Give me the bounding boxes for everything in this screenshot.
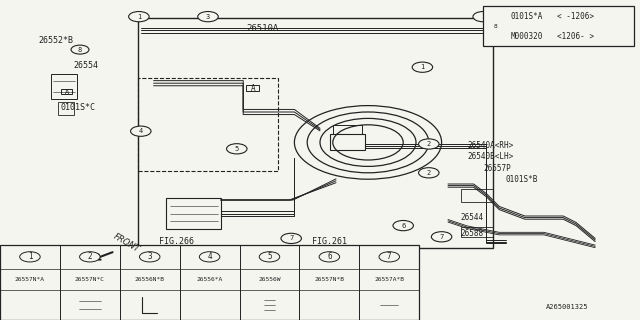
- Text: 3: 3: [147, 252, 152, 261]
- Text: 0101S*C: 0101S*C: [61, 103, 96, 112]
- Text: 26557N*C: 26557N*C: [75, 277, 105, 282]
- Bar: [330, 134, 365, 150]
- Bar: [138, 78, 278, 171]
- Text: 5: 5: [235, 146, 239, 152]
- Bar: [16, 296, 44, 300]
- Circle shape: [129, 12, 149, 22]
- Text: 5: 5: [267, 252, 272, 261]
- Text: 8: 8: [493, 24, 497, 29]
- Circle shape: [20, 252, 40, 262]
- Text: 1: 1: [481, 14, 485, 20]
- Text: 4: 4: [139, 128, 143, 134]
- Text: A: A: [65, 89, 68, 94]
- Bar: [264, 295, 275, 315]
- Bar: [316, 297, 343, 301]
- Circle shape: [198, 12, 218, 22]
- Text: 7: 7: [387, 252, 392, 261]
- Bar: [316, 303, 343, 307]
- Text: 2: 2: [427, 170, 431, 176]
- Text: 26557A*B: 26557A*B: [374, 277, 404, 282]
- Text: 8: 8: [78, 47, 82, 52]
- Bar: [58, 102, 74, 115]
- Text: 26510A: 26510A: [246, 24, 278, 33]
- Circle shape: [473, 12, 493, 22]
- Circle shape: [71, 45, 89, 54]
- Bar: [461, 189, 493, 202]
- Circle shape: [419, 168, 439, 178]
- Text: 26556N*B: 26556N*B: [134, 277, 164, 282]
- Text: 6: 6: [401, 223, 405, 228]
- Bar: [16, 303, 44, 307]
- Text: 7: 7: [440, 234, 444, 240]
- Text: 26588: 26588: [461, 229, 484, 238]
- Bar: [380, 298, 399, 312]
- Text: FRONT: FRONT: [112, 232, 141, 254]
- Text: 7: 7: [289, 236, 293, 241]
- Circle shape: [281, 233, 301, 244]
- Text: <1206- >: <1206- >: [557, 32, 594, 41]
- Text: 0101S*B: 0101S*B: [506, 175, 538, 184]
- Text: 3: 3: [206, 14, 210, 20]
- Text: 2: 2: [88, 252, 92, 261]
- Text: 26556*A: 26556*A: [196, 277, 223, 282]
- Text: < -1206>: < -1206>: [557, 12, 594, 21]
- Text: 26557N*B: 26557N*B: [314, 277, 344, 282]
- Text: 26557P: 26557P: [483, 164, 511, 172]
- Circle shape: [259, 252, 280, 262]
- Circle shape: [419, 139, 439, 149]
- Circle shape: [319, 252, 340, 262]
- Circle shape: [486, 22, 504, 31]
- Bar: [78, 295, 102, 315]
- Text: 1: 1: [137, 14, 141, 20]
- Text: 2: 2: [427, 141, 431, 147]
- Bar: [316, 309, 343, 313]
- Text: 6: 6: [327, 252, 332, 261]
- Circle shape: [227, 144, 247, 154]
- Text: 0101S*A: 0101S*A: [511, 12, 543, 21]
- Circle shape: [379, 252, 399, 262]
- Circle shape: [79, 252, 100, 262]
- Text: A265001325: A265001325: [547, 304, 589, 310]
- Text: FIG.266: FIG.266: [159, 237, 193, 246]
- Bar: [16, 310, 44, 314]
- Circle shape: [199, 252, 220, 262]
- Text: M000320: M000320: [511, 32, 543, 41]
- Bar: [246, 85, 259, 91]
- Circle shape: [140, 252, 160, 262]
- Bar: [197, 294, 222, 298]
- Bar: [483, 6, 634, 46]
- Circle shape: [393, 220, 413, 231]
- Bar: [0, 245, 419, 320]
- Circle shape: [431, 232, 452, 242]
- Circle shape: [131, 126, 151, 136]
- Text: 4: 4: [207, 252, 212, 261]
- Text: 26554: 26554: [74, 61, 99, 70]
- Text: FIG.261: FIG.261: [312, 237, 347, 246]
- Text: 26544: 26544: [461, 213, 484, 222]
- Text: A: A: [250, 84, 255, 92]
- Bar: [197, 305, 222, 308]
- Text: 1: 1: [420, 64, 424, 70]
- Circle shape: [412, 62, 433, 72]
- Bar: [148, 304, 159, 313]
- Bar: [197, 310, 222, 313]
- Text: 26556W: 26556W: [258, 277, 281, 282]
- Text: 1: 1: [28, 252, 32, 261]
- Text: 26540A<RH>: 26540A<RH>: [467, 141, 513, 150]
- Bar: [61, 89, 72, 94]
- Text: 26540B<LH>: 26540B<LH>: [467, 152, 513, 161]
- Bar: [51, 74, 77, 99]
- Text: 26557N*A: 26557N*A: [15, 277, 45, 282]
- Bar: [333, 125, 362, 134]
- Bar: [461, 227, 493, 237]
- Bar: [197, 300, 222, 303]
- Text: 26552*B: 26552*B: [38, 36, 74, 44]
- Bar: [166, 198, 221, 229]
- Bar: [138, 18, 493, 248]
